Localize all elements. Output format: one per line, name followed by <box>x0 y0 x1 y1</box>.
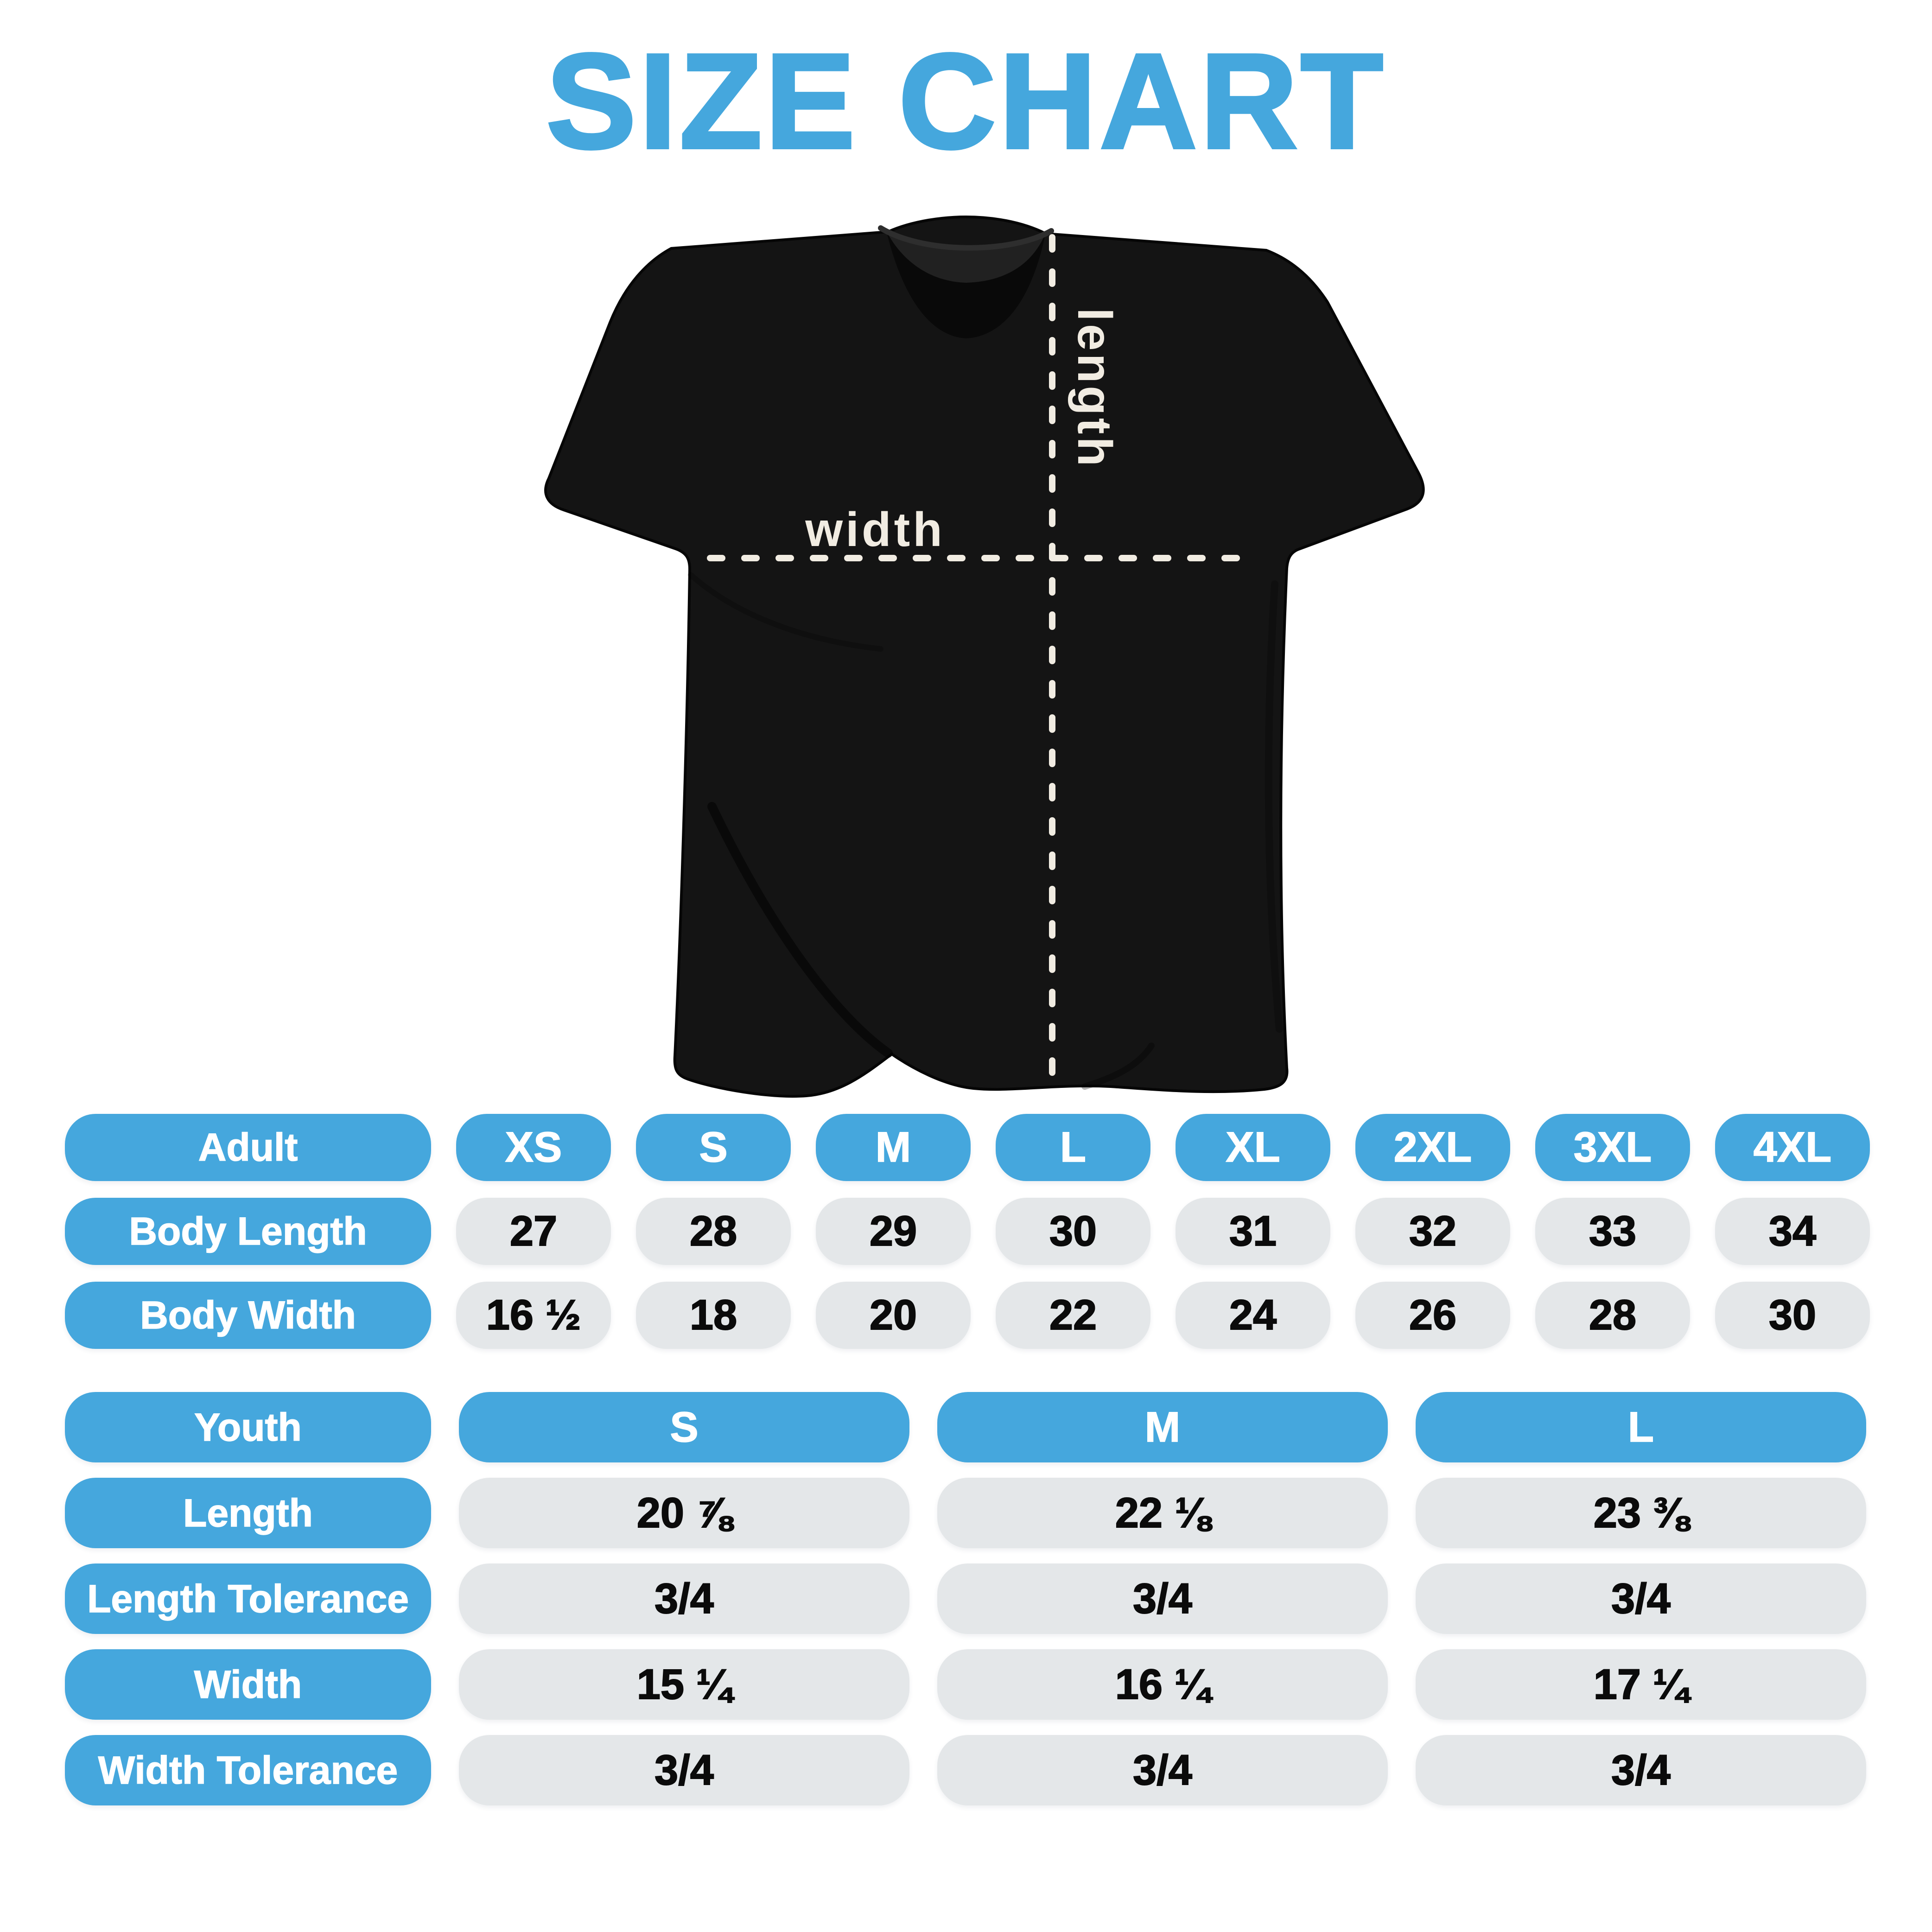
youth-width-tolerance-row-label: Width Tolerance <box>65 1735 431 1805</box>
adult-size-header-xs: XS <box>456 1114 611 1181</box>
hem-wrinkle <box>1081 1042 1155 1090</box>
adult-size-header-2xl: 2XL <box>1355 1114 1510 1181</box>
adult-size-header-s: S <box>636 1114 791 1181</box>
adult-size-header-3xl: 3XL <box>1535 1114 1690 1181</box>
body-width-value: 28 <box>1535 1282 1690 1349</box>
body-length-value: 32 <box>1355 1198 1510 1265</box>
youth-size-header-l: L <box>1416 1392 1866 1462</box>
body-width-value: 16 ½ <box>456 1282 611 1349</box>
body-width-value: 30 <box>1715 1282 1870 1349</box>
hem-fold-wrinkle <box>707 802 893 1058</box>
length-label: length <box>1068 308 1121 469</box>
body-length-value: 28 <box>636 1198 791 1265</box>
youth-length-tolerance-value: 3/4 <box>459 1563 909 1634</box>
body-width-value: 26 <box>1355 1282 1510 1349</box>
youth-length-value: 20 ⅞ <box>459 1478 909 1548</box>
body-length-value: 31 <box>1176 1198 1330 1265</box>
body-width-value: 18 <box>636 1282 791 1349</box>
body-length-value: 29 <box>816 1198 971 1265</box>
adult-table-header: Adult <box>65 1114 431 1181</box>
chest-wrinkle <box>688 572 883 652</box>
youth-width-value: 15 ¼ <box>459 1649 909 1720</box>
page-title: SIZE CHART <box>545 25 1386 177</box>
body-length-value: 27 <box>456 1198 611 1265</box>
adult-size-header-xl: XL <box>1176 1114 1330 1181</box>
tshirt-measurement-diagram: width length <box>544 215 1425 1098</box>
body-length-value: 34 <box>1715 1198 1870 1265</box>
youth-size-header-s: S <box>459 1392 909 1462</box>
youth-length-row-label: Length <box>65 1478 431 1548</box>
youth-length-tolerance-row-label: Length Tolerance <box>65 1563 431 1634</box>
tshirt-silhouette <box>544 215 1425 1098</box>
body-width-value: 22 <box>996 1282 1150 1349</box>
youth-length-value: 22 ⅛ <box>937 1478 1388 1548</box>
youth-length-tolerance-value: 3/4 <box>1416 1563 1866 1634</box>
youth-width-tolerance-value: 3/4 <box>937 1735 1388 1805</box>
body-length-value: 33 <box>1535 1198 1690 1265</box>
youth-table-header: Youth <box>65 1392 431 1462</box>
youth-length-value: 23 ⅜ <box>1416 1478 1866 1548</box>
body-width-value: 24 <box>1176 1282 1330 1349</box>
adult-size-table: Adult XS S M L XL 2XL 3XL 4XL Body Lengt… <box>65 1114 1870 1349</box>
collar-rim <box>878 225 1054 251</box>
adult-size-header-4xl: 4XL <box>1715 1114 1870 1181</box>
youth-width-value: 16 ¼ <box>937 1649 1388 1720</box>
body-length-row-label: Body Length <box>65 1198 431 1265</box>
youth-width-row-label: Width <box>65 1649 431 1720</box>
width-label: width <box>805 503 945 557</box>
youth-width-value: 17 ¼ <box>1416 1649 1866 1720</box>
side-seam-shadow <box>1265 580 1283 1033</box>
youth-length-tolerance-value: 3/4 <box>937 1563 1388 1634</box>
youth-width-tolerance-value: 3/4 <box>459 1735 909 1805</box>
body-width-value: 20 <box>816 1282 971 1349</box>
body-width-row-label: Body Width <box>65 1282 431 1349</box>
youth-size-header-m: M <box>937 1392 1388 1462</box>
adult-size-header-m: M <box>816 1114 971 1181</box>
youth-width-tolerance-value: 3/4 <box>1416 1735 1866 1805</box>
body-length-value: 30 <box>996 1198 1150 1265</box>
adult-size-header-l: L <box>996 1114 1150 1181</box>
youth-size-table: Youth S M L Length 20 ⅞ 22 ⅛ 23 ⅜ Length… <box>65 1392 1866 1805</box>
